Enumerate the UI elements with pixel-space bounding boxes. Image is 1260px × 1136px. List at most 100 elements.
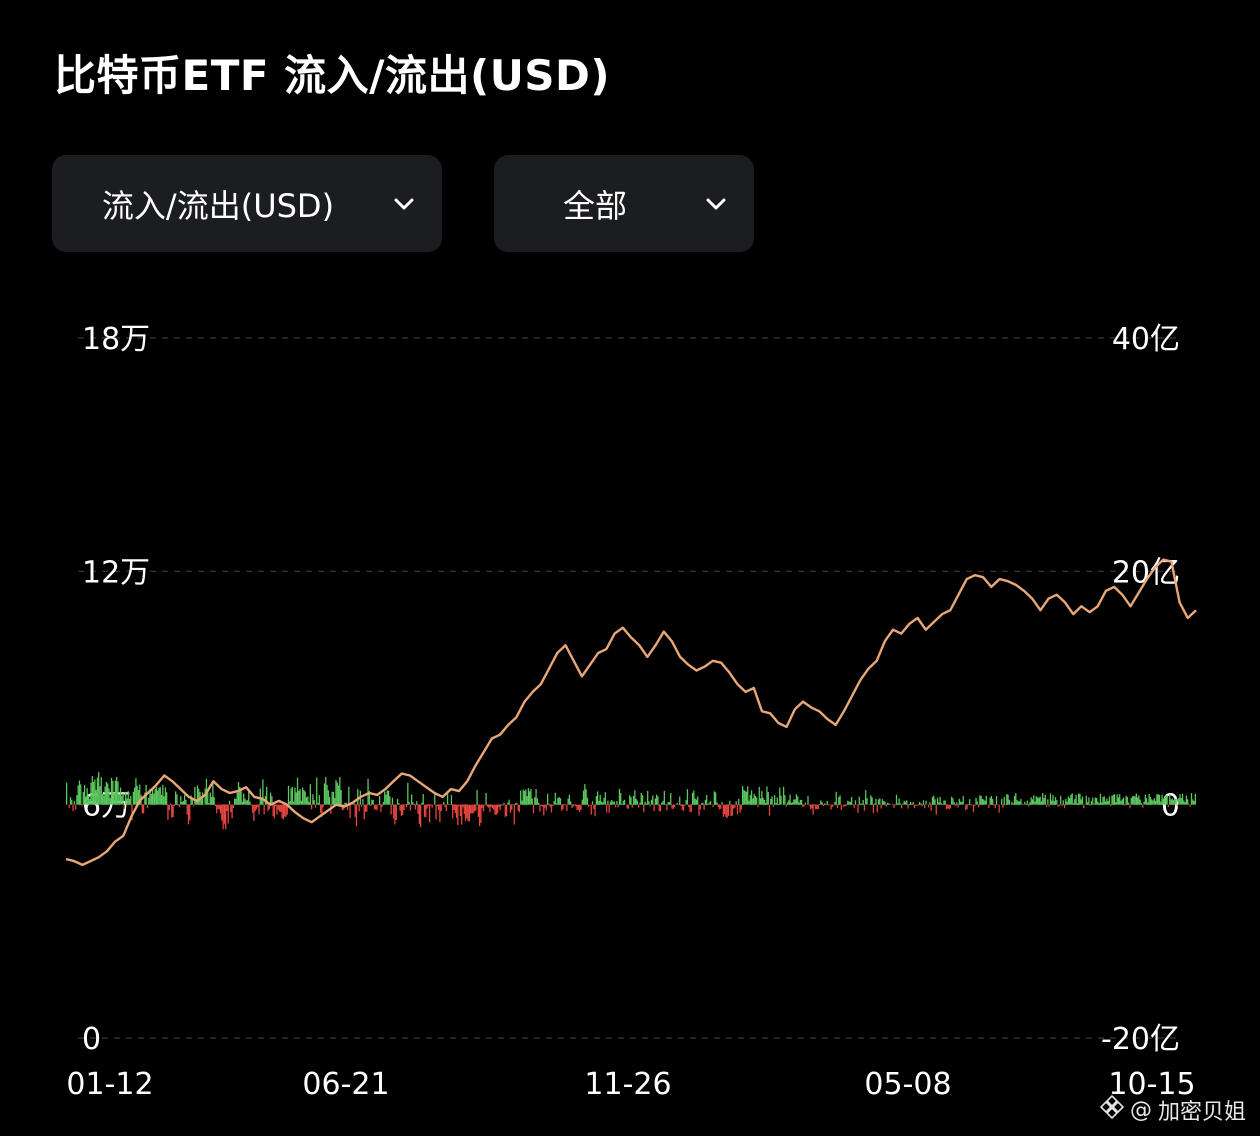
flow-bar: [758, 786, 760, 805]
flow-bar: [590, 804, 592, 815]
flow-bar: [77, 785, 79, 805]
flow-bar: [734, 804, 736, 808]
flow-bar: [223, 804, 226, 824]
flow-bar: [1157, 794, 1159, 805]
flow-bar: [502, 804, 504, 806]
flow-bar: [994, 804, 996, 809]
flow-bar: [366, 804, 368, 812]
flow-bar: [1093, 803, 1095, 805]
flow-bar: [723, 804, 726, 815]
flow-bar: [947, 804, 949, 809]
flow-bar: [434, 792, 436, 805]
flow-bar: [1065, 798, 1067, 805]
flow-bar: [708, 802, 710, 805]
flow-bar: [268, 804, 270, 810]
flow-bar: [699, 804, 701, 810]
flow-bar: [402, 804, 404, 816]
flow-bar: [273, 804, 276, 819]
flow-bar: [108, 788, 110, 805]
flow-bar: [1027, 804, 1030, 807]
flow-bar: [727, 804, 730, 816]
flow-bar: [446, 793, 449, 805]
flow-bar: [623, 799, 626, 805]
flow-bar: [554, 792, 556, 805]
flow-bar: [1163, 797, 1166, 805]
flow-bar: [396, 798, 399, 805]
flow-bar: [195, 800, 197, 805]
flow-bar: [1066, 801, 1068, 805]
flow-bar: [1129, 804, 1131, 809]
flow-bar: [266, 786, 268, 805]
flow-bar: [142, 804, 145, 814]
left-axis-tick: 12万: [82, 555, 150, 590]
flow-bar: [239, 786, 241, 805]
flow-bar: [526, 796, 528, 805]
flow-bar: [608, 804, 610, 813]
flow-bar: [1012, 803, 1014, 805]
flow-bar: [811, 804, 813, 809]
flow-bar: [831, 804, 834, 807]
x-axis-tick: 06-21: [302, 1067, 389, 1102]
flow-bar: [1170, 799, 1172, 805]
metric-dropdown[interactable]: 流入/流出(USD): [52, 155, 442, 252]
flow-bar: [1086, 802, 1089, 805]
flow-bar: [876, 804, 878, 813]
range-dropdown[interactable]: 全部: [494, 155, 754, 252]
flow-bar: [422, 794, 424, 805]
flow-bar: [948, 804, 950, 810]
flow-bar: [1152, 800, 1154, 805]
flow-bar: [172, 804, 174, 818]
flow-bar: [983, 799, 985, 805]
flow-bar: [858, 796, 860, 805]
flow-bar: [897, 803, 899, 805]
flow-bar: [363, 804, 365, 820]
flow-bar: [1180, 798, 1182, 805]
flow-bar: [844, 804, 846, 807]
flow-bar: [125, 792, 127, 805]
flow-bar: [390, 804, 392, 815]
flow-bar: [936, 797, 939, 805]
flow-bar: [664, 803, 667, 805]
flow-bar: [368, 791, 370, 805]
flow-bar: [250, 804, 252, 806]
flow-bar: [258, 804, 260, 815]
flow-bar: [135, 778, 137, 805]
flow-bar: [892, 803, 894, 805]
flow-bar: [731, 804, 733, 816]
flow-bar: [1181, 793, 1184, 805]
flow-bar: [552, 804, 554, 807]
flow-bar: [809, 804, 812, 810]
flow-bar: [472, 804, 474, 814]
flow-bar: [605, 804, 608, 813]
flow-bar: [1034, 801, 1036, 805]
flow-bar: [1078, 793, 1080, 805]
flow-bar: [455, 804, 458, 818]
flow-bar: [1117, 797, 1120, 805]
flow-bar: [1047, 799, 1049, 805]
flow-bar: [1158, 794, 1161, 805]
flow-bar: [1193, 800, 1195, 805]
flow-bar: [918, 801, 921, 805]
flow-bar: [443, 801, 445, 805]
flow-bar: [1166, 795, 1168, 805]
flow-bar: [91, 776, 93, 805]
flow-bar: [691, 792, 694, 805]
flow-bar: [602, 802, 604, 805]
flow-bar: [113, 793, 115, 805]
flow-bar: [893, 804, 895, 809]
flow-bar: [845, 804, 848, 806]
flow-bar: [395, 804, 397, 821]
flow-bar: [500, 804, 503, 806]
flow-bar: [962, 796, 964, 805]
flow-bar: [210, 796, 213, 805]
flow-bar: [489, 804, 491, 813]
flow-bar: [454, 804, 456, 813]
flow-bar: [355, 804, 358, 827]
flow-bar: [1081, 796, 1084, 805]
flow-bar: [253, 804, 255, 821]
flow-bar: [603, 797, 605, 805]
flow-bar: [581, 799, 583, 805]
flow-bar: [966, 804, 968, 810]
flow-bar: [302, 787, 304, 805]
flow-bar: [826, 800, 828, 805]
